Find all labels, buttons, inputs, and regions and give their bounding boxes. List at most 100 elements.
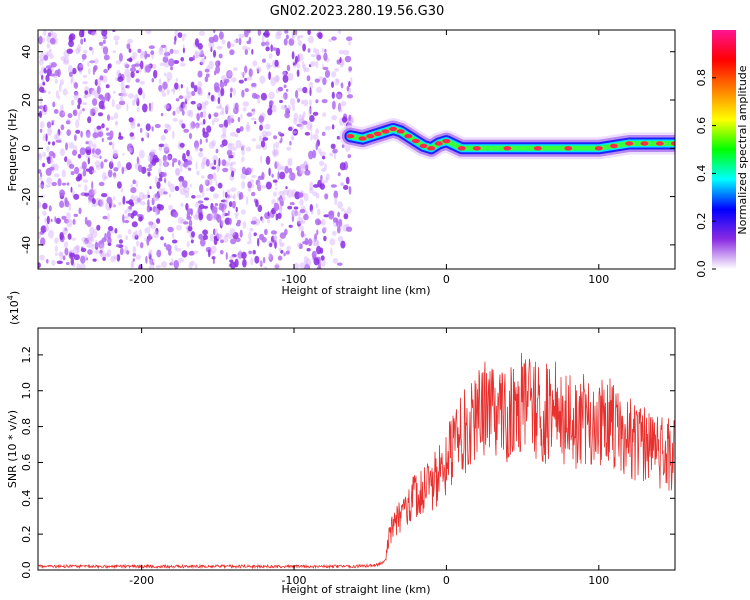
noise-speckle <box>61 182 67 186</box>
noise-speckle <box>242 258 247 268</box>
noise-speckle <box>260 92 267 101</box>
noise-speckle <box>306 75 311 82</box>
noise-speckle <box>160 236 164 241</box>
noise-speckle <box>188 167 192 171</box>
snr-ytick-label: 0.0 <box>20 561 33 579</box>
noise-speckle <box>56 260 63 265</box>
noise-speckle <box>158 47 164 56</box>
noise-speckle <box>238 33 245 39</box>
noise-speckle <box>348 186 352 195</box>
noise-speckle <box>186 241 190 248</box>
noise-speckle <box>200 238 206 247</box>
noise-speckle <box>193 85 198 92</box>
noise-speckle <box>288 126 293 132</box>
noise-speckle <box>96 224 101 231</box>
noise-speckle <box>158 177 163 182</box>
noise-speckle <box>322 155 326 160</box>
noise-speckle <box>250 175 257 178</box>
noise-speckle <box>148 163 153 169</box>
noise-speckle <box>332 148 338 154</box>
noise-speckle <box>218 53 223 59</box>
noise-speckle <box>328 210 335 220</box>
snr-frame <box>37 327 676 571</box>
snr-ytick-label: 1.0 <box>20 382 33 400</box>
noise-speckle <box>131 99 136 107</box>
noise-speckle <box>280 137 283 143</box>
noise-speckle <box>299 262 306 269</box>
noise-speckle <box>273 135 278 140</box>
noise-speckle <box>213 159 217 166</box>
noise-speckle <box>250 220 257 225</box>
noise-speckle <box>194 263 198 269</box>
noise-speckle <box>87 61 90 67</box>
noise-speckle <box>101 30 108 37</box>
noise-speckle <box>196 170 200 176</box>
noise-speckle <box>271 173 274 178</box>
noise-speckle <box>129 148 132 154</box>
noise-speckle <box>315 99 319 104</box>
noise-speckle <box>218 157 221 167</box>
noise-speckle <box>215 148 219 154</box>
noise-speckle <box>255 66 262 73</box>
noise-speckle <box>102 39 106 44</box>
noise-speckle <box>334 68 340 72</box>
noise-speckle <box>287 205 293 210</box>
noise-speckle <box>303 63 306 73</box>
noise-speckle <box>113 112 119 120</box>
spectrogram-ytick-label: -40 <box>20 236 33 254</box>
noise-speckle <box>145 131 149 138</box>
noise-speckle <box>152 193 159 202</box>
noise-speckle <box>221 139 228 147</box>
noise-speckle <box>107 63 110 71</box>
noise-speckle <box>112 141 115 151</box>
noise-speckle <box>221 159 227 167</box>
snr-ytick-label: 0.2 <box>20 525 33 543</box>
noise-speckle <box>172 117 178 122</box>
noise-speckle <box>113 90 116 95</box>
noise-speckle <box>166 71 173 81</box>
noise-speckle <box>79 263 86 269</box>
noise-speckle <box>42 210 47 216</box>
noise-speckle <box>245 146 252 152</box>
noise-speckle <box>156 218 161 224</box>
noise-speckle <box>42 81 46 86</box>
noise-speckle <box>145 123 151 131</box>
noise-speckle <box>107 114 110 121</box>
noise-speckle <box>42 151 46 158</box>
noise-speckle <box>47 32 52 37</box>
noise-speckle <box>176 224 182 231</box>
noise-speckle <box>295 89 299 99</box>
noise-speckle <box>273 191 277 197</box>
noise-speckle <box>87 200 93 204</box>
noise-speckle <box>244 88 249 93</box>
noise-speckle <box>180 57 184 62</box>
noise-speckle <box>155 265 162 269</box>
noise-speckle <box>265 46 270 52</box>
noise-speckle <box>254 255 260 264</box>
noise-speckle <box>199 47 204 56</box>
noise-speckle <box>195 201 200 208</box>
noise-speckle <box>190 100 196 105</box>
noise-speckle <box>241 251 247 260</box>
snr-scale-label: (x104) <box>6 291 21 325</box>
noise-speckle <box>196 113 200 122</box>
noise-speckle <box>76 263 81 269</box>
noise-speckle <box>107 212 110 222</box>
noise-speckle <box>107 242 112 246</box>
noise-speckle <box>64 200 70 208</box>
noise-speckle <box>142 194 149 200</box>
noise-speckle <box>215 65 221 74</box>
noise-speckle <box>309 115 315 122</box>
noise-speckle <box>215 180 218 187</box>
noise-speckle <box>266 39 269 47</box>
noise-speckle <box>282 74 289 83</box>
noise-speckle <box>220 250 224 255</box>
noise-speckle <box>277 131 282 135</box>
noise-speckle <box>210 212 217 221</box>
noise-speckle <box>151 126 154 132</box>
spectrogram-xlabel: Height of straight line (km) <box>281 284 430 297</box>
noise-speckle <box>231 170 235 178</box>
noise-speckle <box>73 193 80 200</box>
noise-speckle <box>348 114 352 122</box>
noise-speckle <box>38 169 42 174</box>
